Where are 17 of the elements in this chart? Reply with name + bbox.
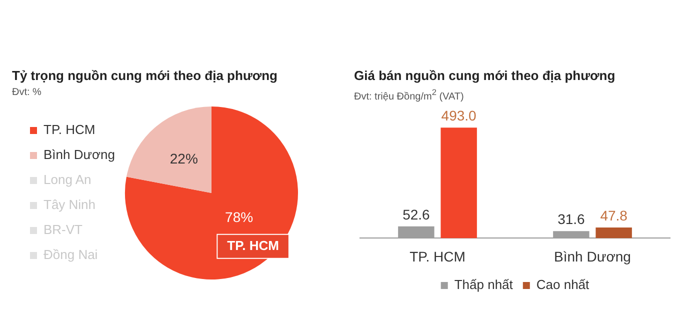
chart-title: Giá bán nguồn cung mới theo địa phương bbox=[354, 68, 616, 83]
legend-label: TP. HCM bbox=[44, 122, 96, 138]
chart-subtitle: Đvt: triệu Đồng/m$^{2}$ (VAT) bbox=[354, 87, 465, 102]
data-label: 52.6 bbox=[402, 206, 430, 223]
legend-label: Bình Dương bbox=[44, 147, 115, 162]
bar bbox=[596, 228, 632, 239]
data-label: 22% bbox=[170, 150, 198, 167]
data-label: 47.8 bbox=[600, 208, 628, 224]
chart-subtitle: Đvt: % bbox=[12, 87, 42, 98]
text: TP. HCM bbox=[227, 238, 279, 253]
data-label: 78% bbox=[225, 209, 254, 226]
data-label: 31.6 bbox=[558, 211, 586, 228]
chart-title: Tỷ trọng nguồn cung mới theo địa phương bbox=[12, 68, 278, 83]
bar bbox=[440, 128, 477, 239]
data-label: 493.0 bbox=[441, 108, 477, 124]
legend-label: Cao nhất bbox=[536, 277, 590, 292]
legend-label: Thấp nhất bbox=[454, 277, 514, 292]
